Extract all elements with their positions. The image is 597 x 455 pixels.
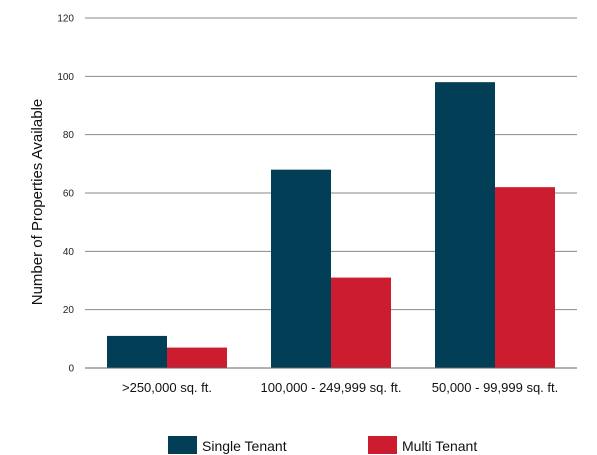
bar-multi-tenant [167,347,227,368]
y-tick-label: 20 [63,305,75,316]
x-category-label: 50,000 - 99,999 sq. ft. [432,380,558,395]
bars [107,82,555,369]
legend-label: Single Tenant [202,438,287,454]
y-tick-label: 100 [57,72,74,83]
y-axis-ticks: 0 20 40 60 80 100 120 [57,14,74,375]
y-axis-title: Number of Properties Available [29,99,46,306]
x-category-label: >250,000 sq. ft. [122,380,212,395]
legend-swatch [368,436,397,454]
legend-swatch [168,436,197,454]
bar-multi-tenant [331,277,391,368]
legend-label: Multi Tenant [402,438,477,454]
y-tick-label: 80 [63,130,75,141]
x-axis-labels: >250,000 sq. ft. 100,000 - 249,999 sq. ft… [122,380,558,395]
y-tick-label: 60 [63,189,75,200]
y-tick-label: 120 [57,14,74,25]
x-category-label: 100,000 - 249,999 sq. ft. [261,380,402,395]
y-tick-label: 40 [63,247,75,258]
bar-single-tenant [107,335,167,368]
bar-single-tenant [271,169,331,368]
bar-multi-tenant [495,187,555,368]
y-tick-label: 0 [68,364,74,375]
legend: Single Tenant Multi Tenant [168,436,477,454]
bar-single-tenant [435,82,495,369]
